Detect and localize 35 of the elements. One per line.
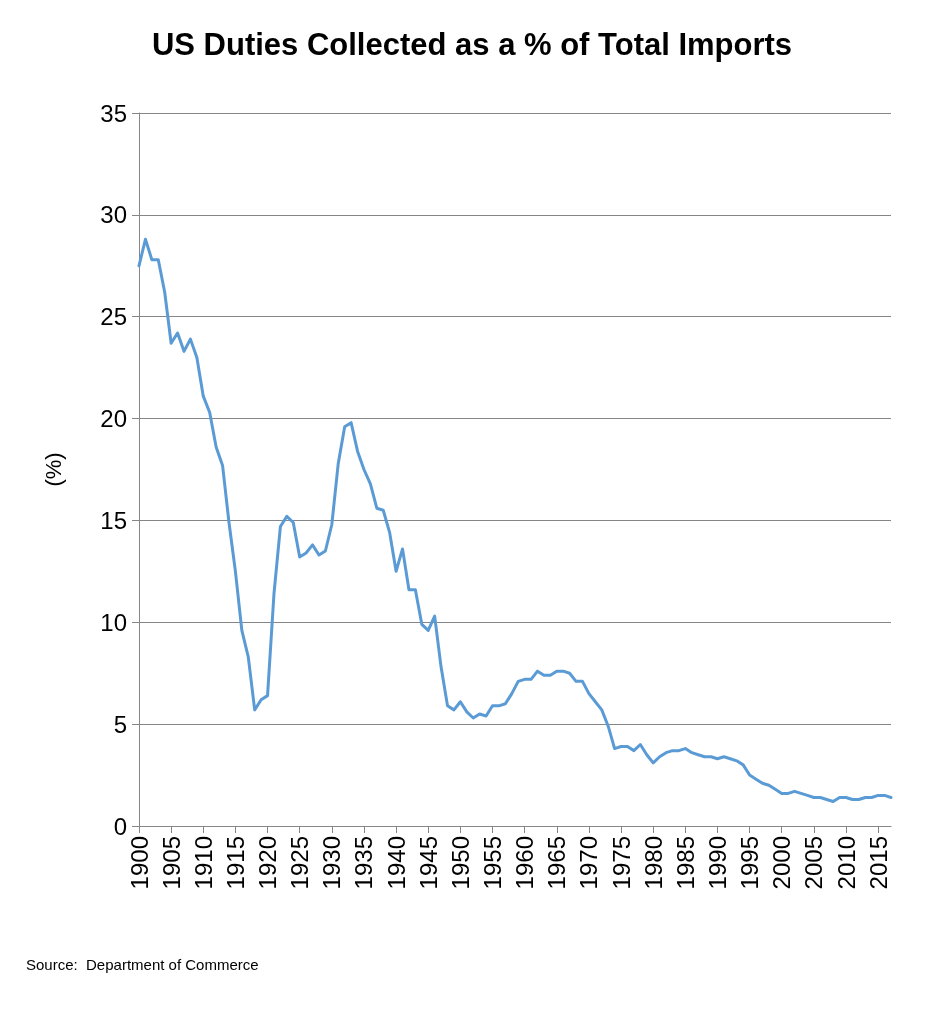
y-axis-title: (%)	[40, 452, 66, 487]
x-tick-label: 1995	[736, 836, 764, 890]
x-tick-label: 1920	[254, 836, 282, 890]
chart-title: US Duties Collected as a % of Total Imports	[151, 26, 793, 62]
x-tick-label: 2000	[768, 836, 796, 890]
x-tick-label: 2010	[832, 836, 860, 890]
x-tick-label: 1900	[125, 836, 153, 890]
x-tick-label: 2015	[864, 836, 892, 890]
x-tick-label: 1940	[382, 836, 410, 890]
x-tick-label: 1930	[318, 836, 346, 890]
y-tick-label: 5	[113, 710, 127, 738]
y-tick-label: 30	[100, 201, 127, 229]
x-tick-label: 1915	[221, 836, 249, 890]
x-tick-label: 1990	[703, 836, 731, 890]
x-tick-label: 1925	[286, 836, 314, 890]
x-tick-label: 1935	[350, 836, 378, 890]
y-tick-label: 35	[100, 99, 127, 127]
x-tick-label: 1905	[157, 836, 185, 890]
source-note: Source: Department of Commerce	[26, 956, 259, 973]
x-tick-label: 1975	[607, 836, 635, 890]
y-tick-label: 15	[100, 506, 127, 534]
x-tick-label: 2005	[800, 836, 828, 890]
x-tick-label: 1955	[479, 836, 506, 890]
y-tick-label: 20	[100, 405, 127, 433]
y-tick-label: 25	[100, 303, 127, 331]
x-tick-label: 1910	[189, 836, 217, 890]
y-tick-label: 10	[100, 608, 127, 636]
x-tick-label: 1945	[414, 836, 442, 890]
x-tick-label: 1985	[671, 836, 699, 890]
x-tick-label: 1965	[543, 836, 571, 890]
y-tick-label: 0	[113, 812, 127, 840]
x-tick-label: 1960	[511, 836, 539, 890]
x-tick-label: 1950	[446, 836, 474, 890]
x-tick-label: 1970	[575, 836, 603, 890]
x-tick-label: 1980	[639, 836, 667, 890]
